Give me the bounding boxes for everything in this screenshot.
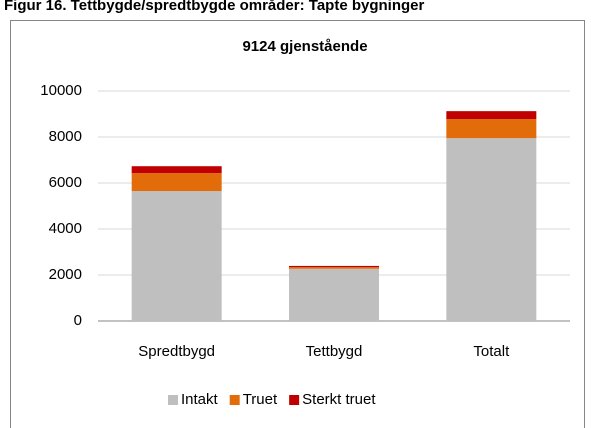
legend-swatch	[289, 395, 300, 405]
bar-segment	[131, 173, 222, 192]
y-tick-label: 0	[74, 312, 82, 329]
y-tick-label: 10000	[40, 82, 82, 99]
bar-segment	[131, 166, 222, 174]
bar-segment	[446, 138, 537, 321]
bar-segment	[289, 268, 379, 321]
x-tick-label: Totalt	[473, 343, 510, 360]
figure-heading: Figur 16. Tettbygde/spredtbygde områder:…	[4, 0, 424, 14]
bar-segment	[131, 191, 222, 321]
legend-label: Truet	[243, 391, 278, 408]
x-tick-label: Tettbygd	[306, 343, 363, 360]
legend-label: Intakt	[181, 391, 219, 408]
legend-swatch	[168, 395, 178, 405]
y-tick-label: 8000	[49, 128, 82, 145]
bar-segment	[446, 119, 537, 139]
bar-segment	[289, 265, 379, 268]
bar-segment	[446, 111, 537, 120]
y-tick-label: 2000	[49, 266, 82, 283]
bar-segment	[289, 267, 379, 269]
legend-label: Sterkt truet	[302, 391, 376, 408]
x-tick-label: Spredtbygd	[138, 343, 215, 360]
y-tick-label: 6000	[49, 174, 82, 191]
chart-title: 9124 gjenstående	[242, 38, 367, 55]
y-tick-label: 4000	[49, 220, 82, 237]
legend-swatch	[229, 395, 240, 405]
